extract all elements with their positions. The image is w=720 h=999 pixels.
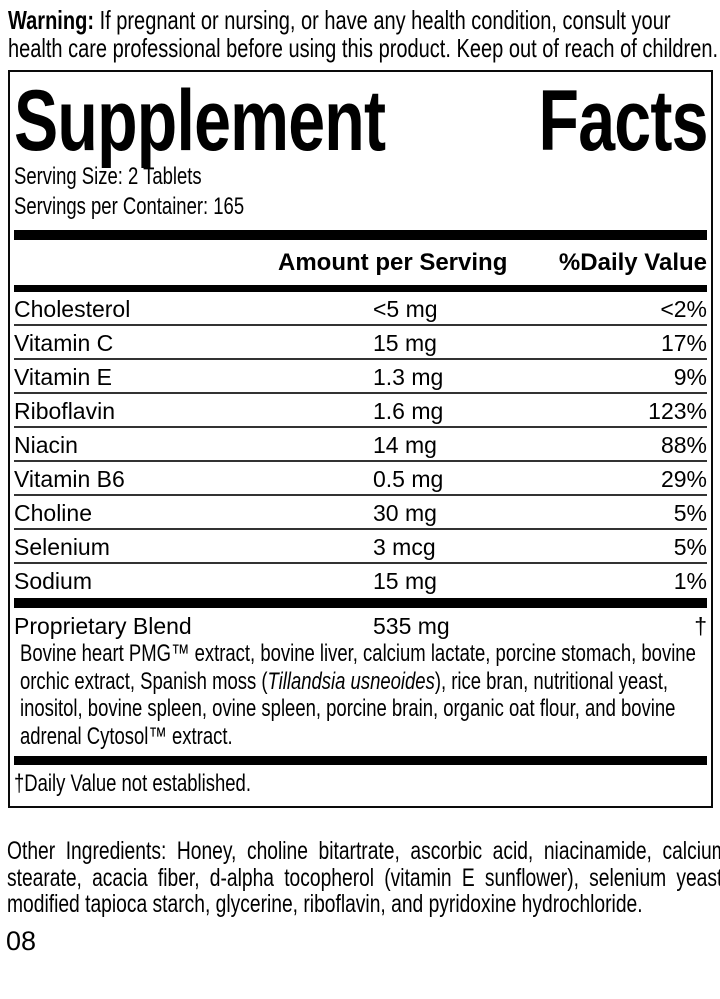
table-row: Vitamin C 15 mg 17%: [14, 326, 707, 360]
table-header-row: Amount per Serving %Daily Value: [14, 240, 707, 285]
blend-name: Proprietary Blend: [14, 613, 192, 639]
nutrient-name: Choline: [14, 500, 92, 526]
nutrient-daily-value: 9%: [673, 364, 707, 390]
divider-bar-header: [14, 285, 707, 292]
nutrient-amount: 3 mcg: [373, 534, 436, 560]
nutrient-name: Vitamin B6: [14, 466, 125, 492]
nutrient-name: Vitamin C: [14, 330, 114, 356]
divider-bar-blend: [14, 598, 707, 608]
table-row: Selenium 3 mcg 5%: [14, 530, 707, 564]
daily-value-footnote: †Daily Value not established.: [14, 770, 251, 797]
nutrient-amount: 15 mg: [373, 330, 437, 356]
nutrient-name: Vitamin E: [14, 364, 113, 390]
panel-title-word-1: Supplement: [14, 73, 386, 169]
nutrient-name: Sodium: [14, 568, 92, 594]
nutrient-daily-value: 1%: [673, 568, 707, 594]
nutrient-daily-value: 29%: [660, 466, 707, 492]
nutrient-amount: 1.6 mg: [373, 398, 444, 424]
blend-description-post: ), rice bran, nutritional yeast, inosito…: [20, 667, 676, 750]
nutrient-name: Selenium: [14, 534, 110, 560]
table-row: Choline 30 mg 5%: [14, 496, 707, 530]
nutrient-amount: 1.3 mg: [373, 364, 444, 390]
warning-label: Warning:: [8, 5, 94, 35]
nutrient-amount: 0.5 mg: [373, 466, 444, 492]
nutrient-amount: 15 mg: [373, 568, 437, 594]
nutrient-daily-value: 88%: [660, 432, 707, 458]
blend-daily-value-dagger: †: [694, 613, 707, 639]
divider-bar-top: [14, 230, 707, 240]
page-number: 08: [6, 925, 37, 956]
nutrient-daily-value: <2%: [660, 296, 707, 322]
nutrient-amount: 30 mg: [373, 500, 437, 526]
nutrient-name: Riboflavin: [14, 398, 115, 424]
supplement-facts-panel: Supplement Facts Serving Size: 2 Tablets…: [8, 70, 713, 808]
warning-paragraph: Warning: If pregnant or nursing, or have…: [8, 6, 720, 62]
blend-description-pre: Bovine heart PMG™ extract, bovine liver,…: [20, 640, 696, 695]
panel-title: Supplement Facts: [14, 73, 709, 169]
divider-bar-footnote: [14, 756, 707, 765]
blend-description: Bovine heart PMG™ extract, bovine liver,…: [20, 640, 714, 750]
nutrient-daily-value: 5%: [673, 534, 707, 560]
table-row: Cholesterol <5 mg <2%: [14, 292, 707, 326]
panel-title-word-2: Facts: [538, 73, 709, 169]
blend-amount: 535 mg: [373, 613, 450, 639]
nutrient-daily-value: 5%: [673, 500, 707, 526]
table-row: Vitamin E 1.3 mg 9%: [14, 360, 707, 394]
nutrient-daily-value: 17%: [660, 330, 707, 356]
column-header-daily-value: %Daily Value: [558, 249, 707, 276]
other-ingredients-paragraph: Other Ingredients: Honey, choline bitart…: [7, 837, 720, 918]
nutrient-name: Cholesterol: [14, 296, 131, 322]
servings-per-container: Servings per Container: 165: [14, 193, 245, 220]
blend-description-species: Tillandsia usneoides: [267, 667, 435, 695]
table-row: Sodium 15 mg 1%: [14, 564, 707, 596]
table-row: Niacin 14 mg 88%: [14, 428, 707, 462]
warning-text: If pregnant or nursing, or have any heal…: [8, 5, 719, 63]
column-header-amount: Amount per Serving: [278, 249, 508, 276]
nutrient-amount: 14 mg: [373, 432, 437, 458]
nutrient-amount: <5 mg: [373, 296, 438, 322]
nutrient-name: Niacin: [14, 432, 78, 458]
serving-size: Serving Size: 2 Tablets: [14, 163, 202, 190]
proprietary-blend-row: Proprietary Blend 535 mg †: [14, 608, 707, 640]
table-row: Riboflavin 1.6 mg 123%: [14, 394, 707, 428]
nutrient-daily-value: 123%: [648, 398, 707, 424]
table-row: Vitamin B6 0.5 mg 29%: [14, 462, 707, 496]
